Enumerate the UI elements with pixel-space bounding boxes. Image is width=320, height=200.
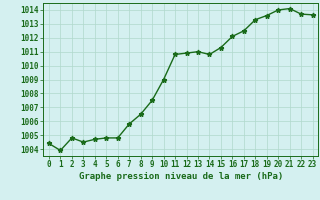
X-axis label: Graphe pression niveau de la mer (hPa): Graphe pression niveau de la mer (hPa) bbox=[79, 172, 283, 181]
